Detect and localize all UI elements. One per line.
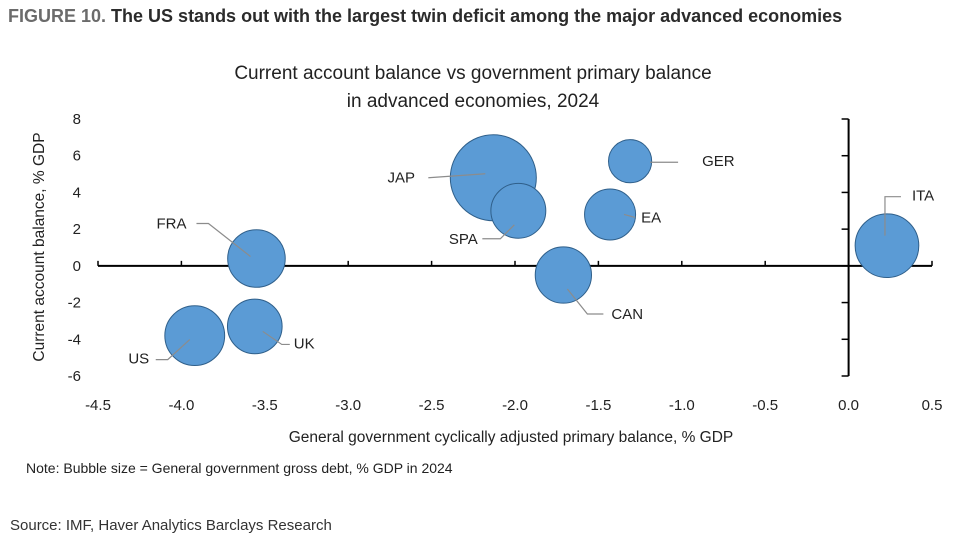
point-label-us: US [128,351,149,368]
leader-line [482,224,515,240]
chart-note: Note: Bubble size = General government g… [26,460,453,476]
leader-line [566,288,604,315]
point-label-ea: EA [641,209,661,226]
point-label-ita: ITA [912,188,934,205]
x-tick-label: -0.5 [752,397,778,414]
figure-number: FIGURE 10. [8,6,107,26]
bubble-ger [608,139,653,184]
chart-title-line-1: Current account balance vs government pr… [234,63,711,84]
x-tick-label: -1.0 [669,397,695,414]
bubble-ea [584,188,637,241]
x-tick-label: -2.5 [419,397,445,414]
y-tick-label: -2 [68,295,81,312]
bubble-uk [226,298,283,355]
x-tick-label: -3.0 [335,397,361,414]
point-label-jap: JAP [388,170,416,187]
bubble-ita [854,213,920,278]
plot-area: -4.5 -4.0 -3.5 -3.0 -2.5 -2.0 -1.5 -1.0 -0.5 0.0 0… [68,111,943,414]
leader-line [623,213,636,219]
x-axis-label: General government cyclically adjusted p… [289,429,734,446]
point-label-spa: SPA [449,231,478,248]
figure-title: FIGURE 10. The US stands out with the la… [8,6,842,27]
x-tick-label: -4.0 [168,397,194,414]
x-tick-label: 0.0 [838,397,859,414]
x-tick-label: 0.5 [922,397,943,414]
point-label-uk: UK [294,335,315,352]
figure-headline: The US stands out with the largest twin … [111,6,843,26]
y-tick-label: 6 [73,148,81,165]
bubble-fra [227,229,286,288]
leader-line [262,330,290,346]
y-tick-label: 8 [73,111,81,128]
leader-line [196,222,251,257]
x-tick-label: -1.5 [585,397,611,414]
leader-line [884,196,901,236]
leader-line [155,339,191,361]
x-tick-label: -2.0 [502,397,528,414]
leader-line [428,173,486,179]
chart-source: Source: IMF, Haver Analytics Barclays Re… [10,517,332,534]
y-axis-label: Current account balance, % GDP [31,132,48,361]
bubble-can [534,246,593,304]
bubble-spa [490,182,547,239]
y-tick-label: 0 [73,258,81,275]
x-tick-label: -4.5 [85,397,111,414]
y-tick-label: -6 [68,368,81,385]
point-label-fra: FRA [156,216,186,233]
point-label-can: CAN [611,306,643,323]
y-tick-label: -4 [68,331,81,348]
y-tick-label: 2 [73,221,81,238]
y-tick-label: 4 [73,184,81,201]
bubble-us [164,305,226,367]
point-label-ger: GER [702,153,735,170]
chart-title-line-2: in advanced economies, 2024 [347,91,600,112]
x-tick-label: -3.5 [252,397,278,414]
